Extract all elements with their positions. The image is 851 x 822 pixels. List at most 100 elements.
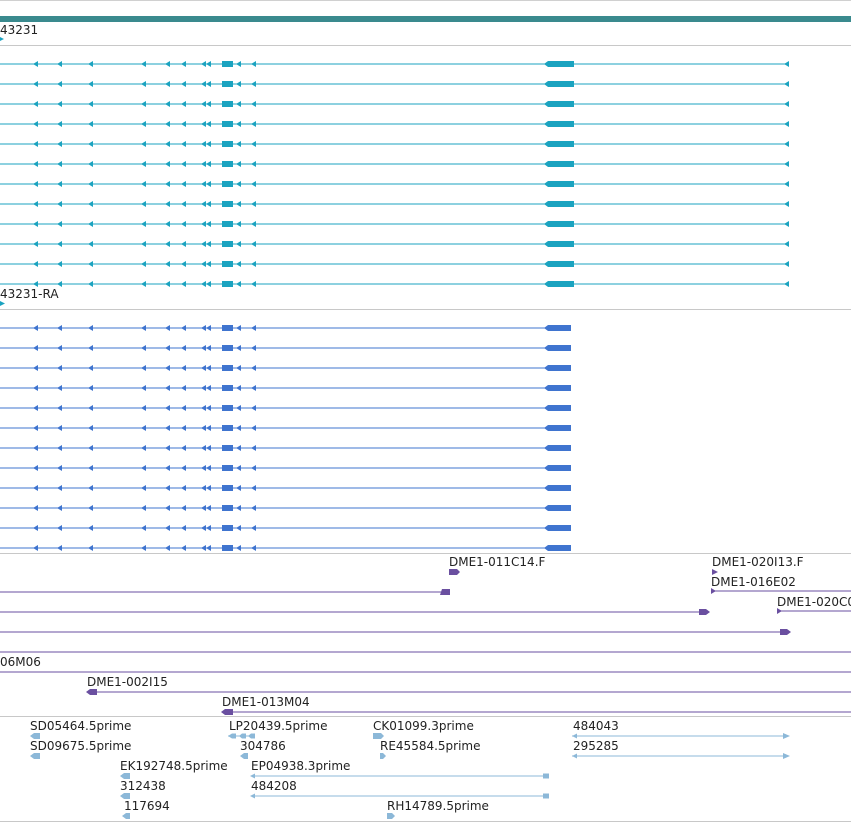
transcript-row[interactable] <box>0 425 571 431</box>
clone-label[interactable]: DME1-011C14.F <box>449 555 546 569</box>
exon-block[interactable] <box>222 121 233 127</box>
est-label[interactable]: CK01099.3prime <box>373 719 474 733</box>
exon-block[interactable] <box>544 81 574 87</box>
exon-block[interactable] <box>222 261 233 267</box>
transcript-row[interactable] <box>0 281 789 287</box>
transcript-row[interactable] <box>0 385 571 391</box>
exon-block[interactable] <box>544 505 571 511</box>
exon-block[interactable] <box>222 61 233 67</box>
exon-block[interactable] <box>222 181 233 187</box>
est-label[interactable]: RE45584.5prime <box>380 739 481 753</box>
exon-block[interactable] <box>222 281 233 287</box>
exon-block[interactable] <box>544 365 571 371</box>
transcript-row[interactable] <box>0 525 571 531</box>
clone-label[interactable]: DME1-002I15 <box>87 675 168 689</box>
exon-block[interactable] <box>544 101 574 107</box>
transcript-row[interactable] <box>0 545 571 551</box>
exon-block[interactable] <box>222 465 233 471</box>
transcript-row[interactable] <box>0 121 789 127</box>
transcript-row[interactable] <box>0 505 571 511</box>
est-label[interactable]: SD05464.5prime <box>30 719 131 733</box>
exon-block[interactable] <box>544 161 574 167</box>
exon-block[interactable] <box>222 161 233 167</box>
transcript-row[interactable] <box>0 261 789 267</box>
transcript-row[interactable] <box>0 345 571 351</box>
transcript-row[interactable] <box>0 161 789 167</box>
transcript-row[interactable] <box>0 201 789 207</box>
transcript-row[interactable] <box>0 81 789 87</box>
exon-block[interactable] <box>544 325 571 331</box>
exon-block[interactable] <box>544 545 571 551</box>
exon-block[interactable] <box>544 261 574 267</box>
est-label[interactable]: EP04938.3prime <box>251 759 350 773</box>
transcript-row[interactable] <box>0 101 789 107</box>
transcript-row[interactable] <box>0 485 571 491</box>
est-label[interactable]: 304786 <box>240 739 286 753</box>
exon-block[interactable] <box>544 221 574 227</box>
gene-feature-bar[interactable] <box>0 16 851 22</box>
exon-block[interactable] <box>544 385 571 391</box>
transcript-row[interactable] <box>0 141 789 147</box>
gene-label[interactable]: 43231 <box>0 23 38 37</box>
clone-label[interactable]: 06M06 <box>0 655 41 669</box>
exon-block[interactable] <box>544 445 571 451</box>
clone-label[interactable]: DME1-020C0 <box>777 595 851 609</box>
exon-block[interactable] <box>222 545 233 551</box>
exon-block[interactable] <box>222 505 233 511</box>
est-label[interactable]: SD09675.5prime <box>30 739 131 753</box>
exon-block[interactable] <box>222 241 233 247</box>
exon-block[interactable] <box>544 405 571 411</box>
exon-block[interactable] <box>222 101 233 107</box>
exon-block[interactable] <box>544 121 574 127</box>
exon-block[interactable] <box>544 141 574 147</box>
exon-block[interactable] <box>544 201 574 207</box>
exon-block[interactable] <box>222 365 233 371</box>
exon-block[interactable] <box>544 281 574 287</box>
exon-block[interactable] <box>544 61 574 67</box>
est-label[interactable]: 117694 <box>124 799 170 813</box>
exon-block[interactable] <box>544 345 571 351</box>
transcript-row[interactable] <box>0 221 789 227</box>
exon-block[interactable] <box>222 485 233 491</box>
exon-block[interactable] <box>222 325 233 331</box>
est-label[interactable]: 484043 <box>573 719 619 733</box>
exon-block[interactable] <box>222 141 233 147</box>
clone-label[interactable]: DME1-016E02 <box>711 575 796 589</box>
mrna-label[interactable]: 43231-RA <box>0 287 59 301</box>
transcript-row[interactable] <box>0 405 571 411</box>
transcript-row[interactable] <box>0 465 571 471</box>
est-label[interactable]: LP20439.5prime <box>229 719 328 733</box>
strand-arrow-icon <box>165 81 170 87</box>
clone-label[interactable]: DME1-013M04 <box>222 695 310 709</box>
exon-block[interactable] <box>222 525 233 531</box>
transcript-row[interactable] <box>0 181 789 187</box>
exon-block[interactable] <box>222 385 233 391</box>
exon-block[interactable] <box>544 485 571 491</box>
est-label[interactable]: 484208 <box>251 779 297 793</box>
exon-block[interactable] <box>544 465 571 471</box>
strand-arrow-icon <box>33 345 38 351</box>
exon-block[interactable] <box>222 221 233 227</box>
est-label[interactable]: 312438 <box>120 779 166 793</box>
exon-block[interactable] <box>222 425 233 431</box>
est-label[interactable]: 295285 <box>573 739 619 753</box>
exon-block[interactable] <box>544 181 574 187</box>
transcript-row[interactable] <box>0 241 789 247</box>
exon-block[interactable] <box>222 405 233 411</box>
strand-arrow-icon <box>141 385 146 391</box>
est-label[interactable]: RH14789.5prime <box>387 799 489 813</box>
clone-label[interactable]: DME1-020I13.F <box>712 555 804 569</box>
strand-arrow-icon <box>206 241 211 247</box>
transcript-row[interactable] <box>0 445 571 451</box>
exon-block[interactable] <box>222 81 233 87</box>
exon-block[interactable] <box>222 345 233 351</box>
exon-block[interactable] <box>544 241 574 247</box>
transcript-row[interactable] <box>0 325 571 331</box>
transcript-row[interactable] <box>0 365 571 371</box>
transcript-row[interactable] <box>0 61 789 67</box>
exon-block[interactable] <box>544 525 571 531</box>
exon-block[interactable] <box>544 425 571 431</box>
est-label[interactable]: EK192748.5prime <box>120 759 228 773</box>
exon-block[interactable] <box>222 201 233 207</box>
exon-block[interactable] <box>222 445 233 451</box>
